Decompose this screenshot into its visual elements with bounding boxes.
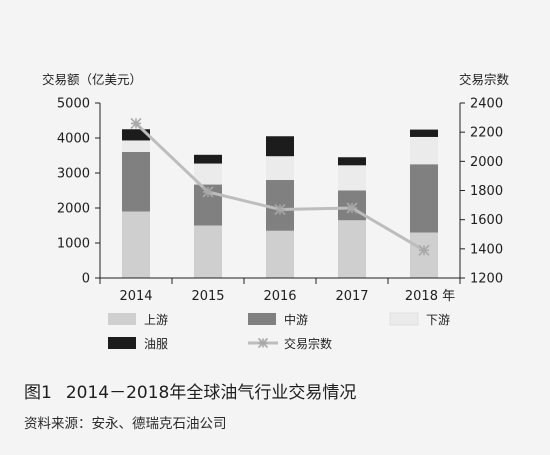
- axes: 0 1000 2000 3000 4000 5000 1200 1400 1600 1800 200…: [42, 72, 510, 304]
- legend-swatch: [108, 313, 136, 325]
- legend-label: 上游: [144, 313, 168, 327]
- figure-caption: 图1 2014－2018年全球油气行业交易情况: [24, 378, 356, 403]
- legend-item: 中游: [248, 312, 308, 327]
- bar-segment: [410, 164, 438, 233]
- left-tick-label: 4000: [57, 132, 90, 147]
- legend-swatch: [389, 312, 419, 326]
- left-axis-title: 交易额（亿美元）: [42, 72, 142, 87]
- legend-item: 上游: [108, 313, 168, 327]
- right-tick-label: 2200: [470, 126, 503, 141]
- right-tick-label: 1400: [470, 242, 503, 257]
- legend-item: 油服: [108, 337, 168, 351]
- left-tick-label: 1000: [57, 237, 90, 252]
- right-tick-label: 2400: [470, 97, 503, 112]
- bar-segment: [194, 163, 222, 185]
- legend-item: 交易宗数: [248, 336, 332, 351]
- bar-segment: [266, 230, 294, 278]
- legend-label: 下游: [426, 313, 450, 327]
- bar-segment: [266, 136, 294, 157]
- x-tick-label: 2014: [119, 289, 152, 304]
- bar-segment: [194, 154, 222, 164]
- x-tick-label: 2015: [191, 289, 224, 304]
- bars: [122, 129, 438, 278]
- deals-marker: [202, 186, 214, 198]
- x-tick-label: 2018 年: [405, 289, 455, 304]
- bar-segment: [122, 152, 150, 212]
- bar-segment: [266, 156, 294, 180]
- deals-marker: [130, 117, 142, 129]
- bar-segment: [194, 225, 222, 278]
- bar-segment: [122, 140, 150, 152]
- left-tick-label: 0: [82, 272, 90, 287]
- right-tick-label: 1200: [470, 272, 503, 287]
- legend-label: 油服: [144, 337, 168, 351]
- legend-label: 中游: [284, 312, 308, 327]
- legend-label: 交易宗数: [284, 336, 332, 351]
- deals-marker: [274, 203, 286, 216]
- left-tick-label: 5000: [57, 97, 90, 112]
- right-tick-label: 1600: [470, 213, 503, 228]
- figure-number: 图1: [24, 383, 52, 403]
- legend-swatch: [248, 313, 276, 325]
- legend-swatch: [108, 337, 136, 349]
- deals-marker: [346, 202, 358, 214]
- right-axis-title: 交易宗数: [459, 72, 510, 87]
- bar-segment: [122, 211, 150, 278]
- left-tick-label: 2000: [57, 202, 90, 217]
- right-tick-label: 2000: [470, 155, 503, 170]
- bar-segment: [122, 129, 150, 141]
- legend-marker: [257, 337, 269, 349]
- figure-title: 2014－2018年全球油气行业交易情况: [65, 383, 357, 403]
- bar-segment: [338, 165, 366, 191]
- left-tick-label: 3000: [57, 167, 90, 182]
- deals-marker: [418, 244, 430, 256]
- deals-line: [130, 117, 430, 256]
- bar-segment: [410, 129, 438, 137]
- legend-item: 下游: [389, 312, 450, 327]
- bar-segment: [410, 136, 438, 165]
- right-tick-label: 1800: [470, 184, 503, 199]
- x-tick-label: 2017: [335, 289, 368, 304]
- bar-segment: [338, 220, 366, 278]
- x-tick-label: 2016: [263, 289, 296, 304]
- figure-source: 资料来源：安永、德瑞克石油公司: [24, 416, 227, 432]
- bar-segment: [338, 157, 366, 166]
